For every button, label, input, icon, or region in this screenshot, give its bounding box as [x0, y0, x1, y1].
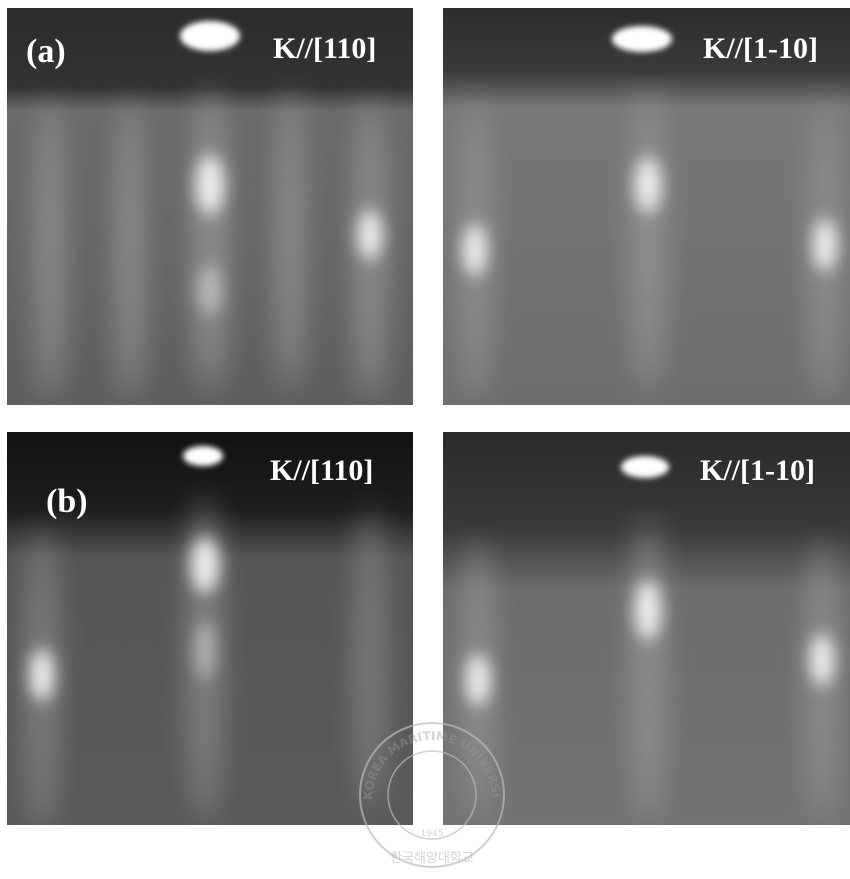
panel-label: (a): [26, 33, 66, 70]
watermark-korean: 한국해양대학교: [390, 851, 474, 866]
rheed-panel: [443, 8, 850, 405]
direction-label: K//[1-10]: [700, 454, 815, 487]
page: (a) K//[110] K//[1-10] (b) K//[110] K//[…: [0, 0, 850, 879]
rheed-panel: [7, 8, 413, 405]
figure: (a) K//[110] K//[1-10] (b) K//[110] K//[…: [0, 0, 850, 879]
direction-label: K//[1-10]: [703, 32, 818, 65]
rheed-panel: [443, 432, 850, 825]
panel-label: (b): [46, 483, 88, 520]
direction-label: K//[110]: [273, 32, 376, 65]
watermark-year: 1945: [421, 829, 444, 839]
direction-label: K//[110]: [270, 454, 373, 487]
